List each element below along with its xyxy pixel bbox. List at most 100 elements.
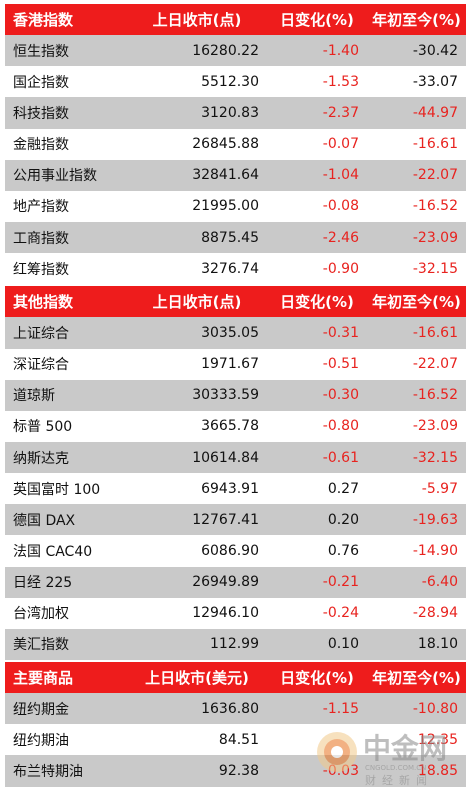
day-change: -0.51 [322, 356, 359, 373]
close-value: 3120.83 [201, 104, 259, 121]
ytd-change: -23.09 [412, 418, 458, 435]
close-value: 8875.45 [201, 229, 259, 246]
section-header: 香港指数 上日收市(点) 日变化(%) 年初至今(%) [5, 4, 466, 36]
ytd-change: -10.80 [412, 700, 458, 717]
table-row: 上证综合 3035.05 -0.31 -16.61 [5, 317, 466, 349]
day-change: -1.15 [322, 700, 359, 717]
table-row: 道琼斯 30333.59 -0.30 -16.52 [5, 379, 466, 411]
day-change: 0.27 [327, 480, 359, 497]
day-change: -0.08 [322, 198, 359, 215]
index-name: 金融指数 [13, 137, 69, 154]
table-row: 德国 DAX 12767.41 0.20 -19.63 [5, 504, 466, 536]
day-change: -0.90 [322, 260, 359, 277]
header-category: 主要商品 [13, 669, 74, 688]
close-value: 21995.00 [192, 198, 259, 215]
ytd-change: -16.52 [412, 387, 458, 404]
day-change: -0.30 [322, 387, 359, 404]
index-name: 深证综合 [13, 357, 69, 374]
section-separator [5, 284, 466, 287]
table-row: 红筹指数 3276.74 -0.90 -32.15 [5, 253, 466, 285]
ytd-change: -32.15 [412, 260, 458, 277]
table-row: 法国 CAC40 6086.90 0.76 -14.90 [5, 535, 466, 567]
close-value: 10614.84 [192, 449, 259, 466]
day-change: -0.21 [322, 574, 359, 591]
table-row: 金融指数 26845.88 -0.07 -16.61 [5, 128, 466, 160]
close-value: 32841.64 [192, 167, 259, 184]
day-change: 0.10 [327, 636, 359, 653]
section-header: 主要商品 上日收市(美元) 日变化(%) 年初至今(%) [5, 661, 466, 694]
table-row: 标普 500 3665.78 -0.80 -23.09 [5, 410, 466, 442]
index-name: 红筹指数 [13, 261, 69, 278]
ytd-change: -44.97 [412, 104, 458, 121]
index-name: 德国 DAX [13, 512, 76, 529]
ytd-change: -5.97 [421, 480, 458, 497]
ytd-change: -33.07 [412, 73, 458, 90]
index-name: 恒生指数 [13, 43, 69, 60]
ytd-change: -16.52 [412, 198, 458, 215]
index-name: 纽约期油 [13, 732, 69, 749]
header-ytd: 年初至今(%) [372, 293, 461, 312]
table-row: 纽约期金 1636.80 -1.15 -10.80 [5, 693, 466, 725]
header-ytd: 年初至今(%) [372, 11, 461, 30]
close-value: 3276.74 [201, 260, 259, 277]
close-value: 6086.90 [201, 542, 259, 559]
index-name: 台湾加权 [13, 606, 69, 623]
table-row: 恒生指数 16280.22 -1.40 -30.42 [5, 35, 466, 67]
close-value: 30333.59 [192, 387, 259, 404]
table-row: 公用事业指数 32841.64 -1.04 -22.07 [5, 159, 466, 191]
day-change: -0.61 [322, 449, 359, 466]
day-change: -2.37 [322, 104, 359, 121]
day-change: -1.04 [322, 167, 359, 184]
close-value: 16280.22 [192, 42, 259, 59]
close-value: 5512.30 [201, 73, 259, 90]
section-separator [5, 659, 466, 662]
close-value: 3035.05 [201, 324, 259, 341]
ytd-change: -28.94 [412, 605, 458, 622]
day-change: 0.76 [327, 542, 359, 559]
ytd-change: -6.40 [421, 574, 458, 591]
close-value: 12767.41 [192, 511, 259, 528]
table-row: 美汇指数 112.99 0.10 18.10 [5, 628, 466, 660]
table-row: 纽约期油 84.51 12.35 [5, 724, 466, 756]
ytd-change: 18.85 [417, 762, 458, 779]
ytd-change: -16.61 [412, 324, 458, 341]
index-name: 标普 500 [13, 419, 73, 436]
table-row: 布兰特期油 92.38 -0.03 18.85 [5, 755, 466, 787]
header-close: 上日收市(美元) [145, 669, 249, 688]
day-change: -1.40 [322, 42, 359, 59]
index-name: 纳斯达克 [13, 450, 69, 467]
index-name: 美汇指数 [13, 637, 69, 654]
index-name: 英国富时 100 [13, 481, 101, 498]
header-ytd: 年初至今(%) [372, 669, 461, 688]
table-row: 国企指数 5512.30 -1.53 -33.07 [5, 66, 466, 98]
index-name: 道琼斯 [13, 388, 55, 405]
header-day-change: 日变化(%) [280, 293, 354, 312]
ytd-change: -22.07 [412, 356, 458, 373]
index-name: 地产指数 [13, 199, 69, 216]
close-value: 6943.91 [201, 480, 259, 497]
index-name: 上证综合 [13, 325, 69, 342]
ytd-change: -14.90 [412, 542, 458, 559]
close-value: 1971.67 [201, 356, 259, 373]
day-change: -1.53 [322, 73, 359, 90]
ytd-change: -30.42 [412, 42, 458, 59]
day-change: -0.31 [322, 324, 359, 341]
close-value: 92.38 [218, 762, 259, 779]
ytd-change: -22.07 [412, 167, 458, 184]
market-summary-table: 香港指数 上日收市(点) 日变化(%) 年初至今(%) 恒生指数 16280.22 -1.4… [5, 4, 466, 787]
section-header: 其他指数 上日收市(点) 日变化(%) 年初至今(%) [5, 286, 466, 318]
header-category: 其他指数 [13, 293, 74, 312]
header-day-change: 日变化(%) [280, 669, 354, 688]
close-value: 3665.78 [201, 418, 259, 435]
table-row: 英国富时 100 6943.91 0.27 -5.97 [5, 473, 466, 505]
close-value: 26949.89 [192, 574, 259, 591]
header-close: 上日收市(点) [152, 293, 242, 312]
day-change: -2.46 [322, 229, 359, 246]
table-row: 工商指数 8875.45 -2.46 -23.09 [5, 221, 466, 254]
index-name: 法国 CAC40 [13, 543, 93, 560]
ytd-change: 12.35 [417, 731, 458, 748]
day-change: -0.80 [322, 418, 359, 435]
day-change: -0.07 [322, 136, 359, 153]
ytd-change: 18.10 [417, 636, 458, 653]
header-day-change: 日变化(%) [280, 11, 354, 30]
